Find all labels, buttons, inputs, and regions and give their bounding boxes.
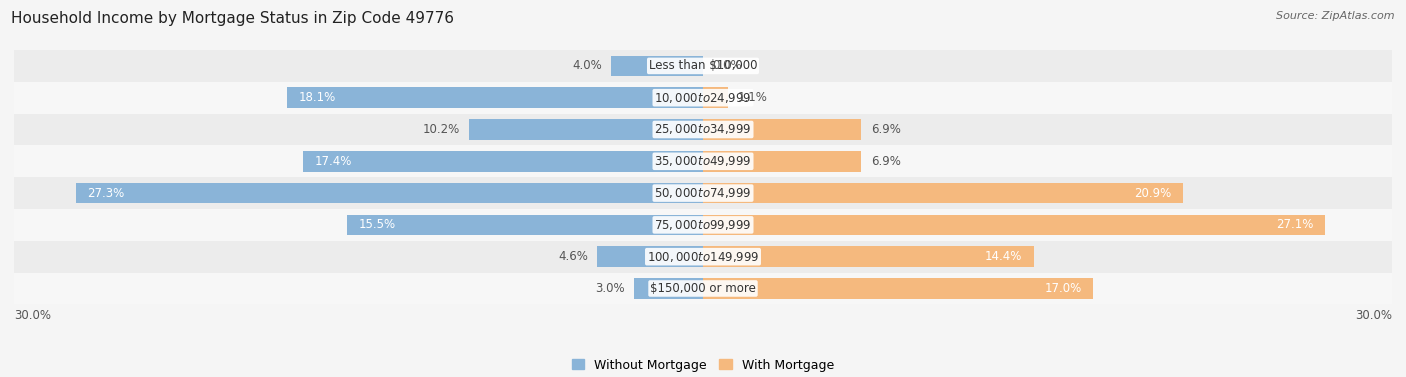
Text: 27.3%: 27.3%: [87, 187, 125, 199]
Text: $35,000 to $49,999: $35,000 to $49,999: [654, 154, 752, 168]
Text: 3.0%: 3.0%: [595, 282, 624, 295]
Text: $150,000 or more: $150,000 or more: [650, 282, 756, 295]
Text: $75,000 to $99,999: $75,000 to $99,999: [654, 218, 752, 232]
Text: Less than $10,000: Less than $10,000: [648, 60, 758, 72]
Bar: [612, 55, 703, 76]
Bar: [347, 215, 703, 235]
Bar: [703, 87, 728, 108]
Text: Household Income by Mortgage Status in Zip Code 49776: Household Income by Mortgage Status in Z…: [11, 11, 454, 26]
Text: 10.2%: 10.2%: [422, 123, 460, 136]
Bar: [703, 183, 1182, 204]
Bar: [14, 113, 1392, 146]
Bar: [14, 209, 1392, 241]
Bar: [14, 50, 1392, 82]
Text: 0.0%: 0.0%: [713, 60, 742, 72]
Bar: [14, 241, 1392, 273]
Bar: [14, 177, 1392, 209]
Bar: [468, 119, 703, 140]
Text: 27.1%: 27.1%: [1277, 218, 1313, 231]
Bar: [703, 151, 862, 172]
Text: 14.4%: 14.4%: [984, 250, 1022, 263]
Bar: [14, 82, 1392, 113]
Text: 17.0%: 17.0%: [1045, 282, 1083, 295]
Bar: [703, 246, 1033, 267]
Text: 1.1%: 1.1%: [738, 91, 768, 104]
Text: $100,000 to $149,999: $100,000 to $149,999: [647, 250, 759, 264]
Bar: [287, 87, 703, 108]
Bar: [703, 278, 1094, 299]
Text: 15.5%: 15.5%: [359, 218, 395, 231]
Bar: [14, 146, 1392, 177]
Text: $50,000 to $74,999: $50,000 to $74,999: [654, 186, 752, 200]
Bar: [703, 215, 1326, 235]
Text: 30.0%: 30.0%: [1355, 309, 1392, 322]
Text: 18.1%: 18.1%: [299, 91, 336, 104]
Text: 4.6%: 4.6%: [558, 250, 588, 263]
Text: $25,000 to $34,999: $25,000 to $34,999: [654, 123, 752, 136]
Text: 30.0%: 30.0%: [14, 309, 51, 322]
Text: Source: ZipAtlas.com: Source: ZipAtlas.com: [1277, 11, 1395, 21]
Text: $10,000 to $24,999: $10,000 to $24,999: [654, 91, 752, 105]
Bar: [598, 246, 703, 267]
Text: 6.9%: 6.9%: [870, 123, 900, 136]
Bar: [304, 151, 703, 172]
Text: 6.9%: 6.9%: [870, 155, 900, 168]
Text: 4.0%: 4.0%: [572, 60, 602, 72]
Legend: Without Mortgage, With Mortgage: Without Mortgage, With Mortgage: [567, 354, 839, 377]
Bar: [634, 278, 703, 299]
Text: 20.9%: 20.9%: [1135, 187, 1171, 199]
Text: 17.4%: 17.4%: [315, 155, 353, 168]
Bar: [14, 273, 1392, 304]
Bar: [76, 183, 703, 204]
Bar: [703, 119, 862, 140]
